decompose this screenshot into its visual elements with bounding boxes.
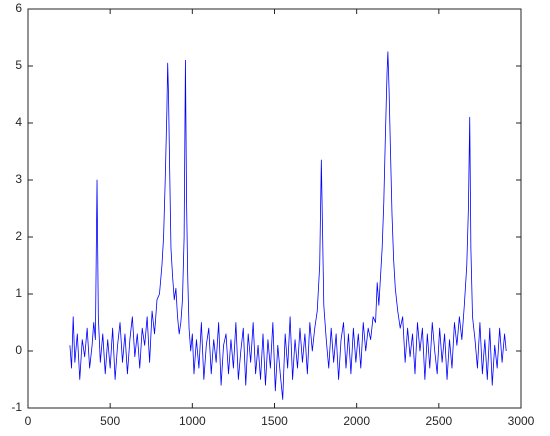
x-tick-label: 1000 (179, 414, 206, 428)
y-tick-label: 2 (15, 229, 22, 243)
x-tick-label: 2000 (343, 414, 370, 428)
y-tick-label: 0 (15, 343, 22, 357)
x-tick-label: 500 (100, 414, 120, 428)
axes-box (27, 8, 522, 409)
x-tick-label: 1500 (261, 414, 288, 428)
signal-line (69, 51, 507, 400)
y-tick-label: 4 (15, 115, 22, 129)
y-tick-label: 3 (15, 172, 22, 186)
x-tick-label: 3000 (508, 414, 535, 428)
x-tick-label: 2500 (425, 414, 452, 428)
y-tick-label: 1 (15, 286, 22, 300)
y-tick-label: 6 (15, 1, 22, 15)
x-tick-label: 0 (25, 414, 32, 428)
y-tick-label: -1 (11, 400, 22, 414)
y-tick-label: 5 (15, 58, 22, 72)
